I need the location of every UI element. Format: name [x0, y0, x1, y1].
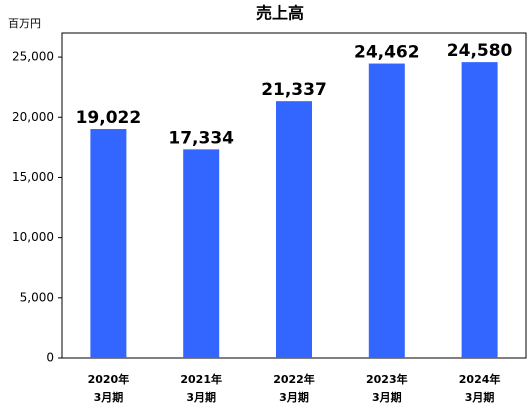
x-tick-label: 2024年	[459, 372, 501, 386]
x-tick-label: 3月期	[94, 390, 124, 404]
x-tick-label: 3月期	[186, 390, 216, 404]
y-tick-label: 15,000	[12, 170, 54, 184]
value-label: 24,580	[447, 41, 513, 61]
y-tick-label: 0	[46, 351, 54, 365]
bar	[368, 63, 405, 359]
x-tick-label: 2023年	[366, 372, 408, 386]
x-tick-label: 2022年	[273, 372, 315, 386]
value-label: 21,337	[261, 80, 327, 100]
chart-title: 売上高	[256, 4, 304, 23]
y-tick-label: 10,000	[12, 230, 54, 244]
y-unit-label: 百万円	[8, 17, 41, 30]
x-tick-label: 2021年	[180, 372, 222, 386]
y-tick-label: 5,000	[20, 290, 54, 304]
bar	[90, 129, 127, 358]
x-tick-label: 3月期	[372, 390, 402, 404]
bar	[276, 101, 312, 358]
y-tick-label: 20,000	[12, 110, 54, 124]
x-tick-label: 3月期	[279, 390, 309, 404]
value-label: 17,334	[168, 128, 234, 148]
x-tick-label: 3月期	[465, 390, 495, 404]
bar	[461, 62, 498, 358]
value-label: 19,022	[76, 108, 142, 128]
y-tick-label: 25,000	[12, 50, 54, 64]
value-label: 24,462	[354, 43, 420, 63]
x-tick-label: 2020年	[88, 372, 130, 386]
bar	[183, 149, 220, 358]
